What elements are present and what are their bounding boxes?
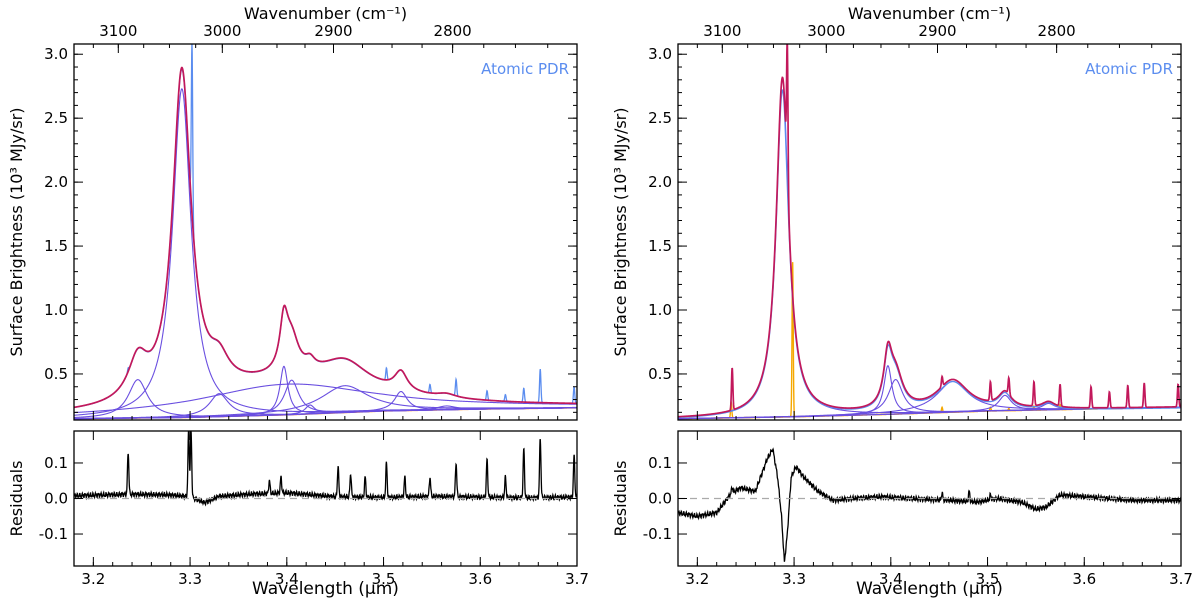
residuals-series xyxy=(74,431,577,507)
x-tick-label: 3.6 xyxy=(468,570,492,588)
right-top-axis-label: Wavenumber (cm⁻¹) xyxy=(848,4,1011,23)
left-top-axis-label: Wavenumber (cm⁻¹) xyxy=(244,4,407,23)
x-tick-label: 3.5 xyxy=(372,570,396,588)
model-series xyxy=(678,44,1181,418)
main-series-group xyxy=(678,44,1181,420)
right-main-y-axis-label: Surface Brightness (10³ MJy/sr) xyxy=(611,108,630,357)
main-frame xyxy=(677,43,1182,421)
res-y-tick-label: 0.1 xyxy=(648,454,672,472)
component-8 xyxy=(74,390,577,420)
x-tick-label: 3.4 xyxy=(275,570,299,588)
right-axes: 3.2 3.3 3.4 3.5 3.6 3.7 3100 3000 2900 2800 0.5 1.0… xyxy=(643,22,1193,588)
panel-right: 3.2 3.3 3.4 3.5 3.6 3.7 3100 3000 2900 2800 0.5 1.0… xyxy=(611,4,1193,599)
x-tick-label: 3.6 xyxy=(1072,570,1096,588)
y-tick-label: 2.0 xyxy=(648,173,672,191)
component-9 xyxy=(74,405,577,420)
right-residuals-y-axis-label: Residuals xyxy=(611,461,630,537)
top-tick-label: 3100 xyxy=(703,22,741,40)
right-annotation: Atomic PDR xyxy=(1085,60,1173,78)
y-tick-label: 3.0 xyxy=(648,45,672,63)
left-annotation: Atomic PDR xyxy=(481,60,569,78)
residuals-series xyxy=(678,447,1181,562)
model-series xyxy=(74,66,577,409)
main-series-group xyxy=(74,44,577,420)
observed-series xyxy=(74,44,577,409)
top-tick-label: 3000 xyxy=(203,22,241,40)
res-y-tick-label: -0.1 xyxy=(39,525,68,543)
y-tick-label: 1.5 xyxy=(648,237,672,255)
component-2 xyxy=(74,88,577,416)
y-tick-label: 1.0 xyxy=(44,301,68,319)
y-tick-label: 1.5 xyxy=(44,237,68,255)
left-main-plot-area xyxy=(74,44,577,420)
component-1 xyxy=(678,77,1181,418)
component-7 xyxy=(74,385,577,419)
left-main-y-axis-label: Surface Brightness (10³ MJy/sr) xyxy=(7,108,26,357)
right-residuals-plot-area xyxy=(678,447,1181,562)
top-tick-label: 2900 xyxy=(314,22,352,40)
observed-series xyxy=(678,89,1181,419)
res-y-tick-label: 0.1 xyxy=(44,454,68,472)
panel-left: 3.2 3.3 3.4 3.5 3.6 3.7 3100 3000 2900 2800 0.5 1.0… xyxy=(7,4,589,599)
residual-series-group xyxy=(678,447,1181,562)
y-tick-label: 3.0 xyxy=(44,45,68,63)
component-10 xyxy=(74,383,577,414)
top-tick-label: 3100 xyxy=(99,22,137,40)
y-tick-label: 0.5 xyxy=(648,365,672,383)
top-tick-label: 2800 xyxy=(434,22,472,40)
x-tick-label: 3.5 xyxy=(976,570,1000,588)
left-residuals-y-axis-label: Residuals xyxy=(7,461,26,537)
x-tick-label: 3.2 xyxy=(685,570,709,588)
res-y-tick-label: 0.0 xyxy=(44,490,68,508)
main-frame xyxy=(73,43,578,421)
left-x-axis-label: Wavelength (μm) xyxy=(252,579,399,599)
y-tick-label: 2.5 xyxy=(44,109,68,127)
res-y-tick-label: -0.1 xyxy=(643,525,672,543)
top-tick-label: 2800 xyxy=(1038,22,1076,40)
res-y-tick-label: 0.0 xyxy=(648,490,672,508)
x-tick-label: 3.3 xyxy=(782,570,806,588)
residual-series-group xyxy=(74,431,577,507)
top-tick-label: 3000 xyxy=(807,22,845,40)
x-tick-label: 3.2 xyxy=(81,570,105,588)
right-main-plot-area xyxy=(678,44,1181,420)
x-tick-label: 3.7 xyxy=(565,570,589,588)
y-tick-label: 0.5 xyxy=(44,365,68,383)
x-tick-label: 3.3 xyxy=(178,570,202,588)
y-tick-label: 1.0 xyxy=(648,301,672,319)
y-tick-label: 2.0 xyxy=(44,173,68,191)
y-tick-label: 2.5 xyxy=(648,109,672,127)
right-x-axis-label: Wavelength (μm) xyxy=(856,579,1003,599)
left-axes: 3.2 3.3 3.4 3.5 3.6 3.7 3100 3000 2900 2800 0.5 1.0… xyxy=(39,22,589,588)
top-tick-label: 2900 xyxy=(918,22,956,40)
x-tick-label: 3.4 xyxy=(879,570,903,588)
x-tick-label: 3.7 xyxy=(1169,570,1193,588)
left-residuals-plot-area xyxy=(74,431,577,507)
